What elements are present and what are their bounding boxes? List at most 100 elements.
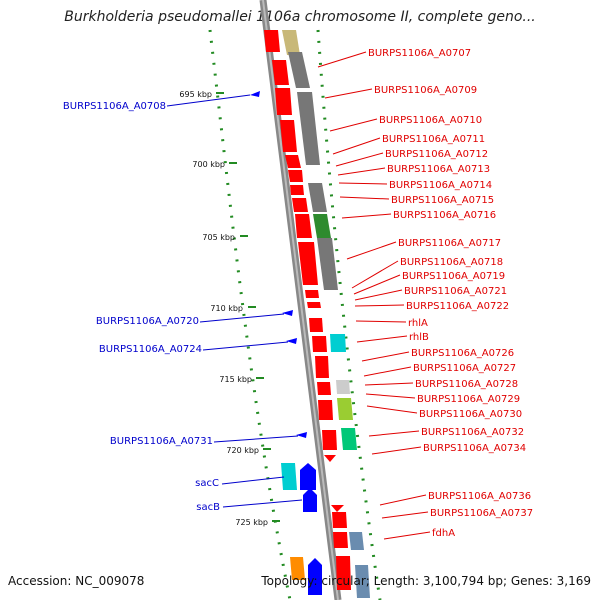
gene-label[interactable]: BURPS1106A_A0708: [63, 101, 166, 112]
gene-arrow: [250, 91, 260, 97]
feature-block: [281, 463, 297, 490]
left-leader-lines: [166, 94, 303, 508]
leader-line: [202, 341, 289, 351]
gene-label[interactable]: BURPS1106A_A0729: [417, 394, 520, 405]
right-leader-lines: [317, 51, 431, 540]
leader-line: [381, 511, 429, 519]
feature-block: [313, 214, 331, 238]
leader-line: [341, 213, 392, 219]
gene-arrow: [286, 338, 297, 344]
gene-label[interactable]: BURPS1106A_A0727: [413, 363, 516, 374]
gene-arrow: [307, 302, 321, 308]
gene-label[interactable]: BURPS1106A_A0713: [387, 164, 490, 175]
gene-label[interactable]: rhlB: [409, 332, 429, 343]
gene-arrow: [333, 532, 348, 548]
feature-block: [355, 565, 370, 598]
leader-line: [368, 430, 420, 437]
gene-label[interactable]: BURPS1106A_A0737: [430, 508, 533, 519]
leader-line: [337, 167, 386, 176]
gene-arrow: [312, 336, 327, 352]
gene-arrow: [285, 155, 301, 168]
feature-block: [317, 238, 338, 290]
gene-label[interactable]: fdhA: [432, 528, 455, 539]
gene-label[interactable]: BURPS1106A_A0736: [428, 491, 531, 502]
gene-arrow: [332, 512, 347, 528]
feature-block: [337, 398, 353, 420]
tick-label: 710 kbp: [210, 304, 243, 313]
gene-arrow: [282, 310, 293, 316]
gc-dots-outer-left: [208, 29, 292, 600]
gene-label[interactable]: BURPS1106A_A0731: [110, 436, 213, 447]
leader-line: [351, 260, 399, 289]
leader-line: [379, 494, 427, 506]
leader-line: [338, 182, 388, 185]
gene-arrow: [303, 488, 317, 512]
leader-line: [332, 137, 381, 155]
tick-label: 715 kbp: [219, 375, 252, 384]
gene-label[interactable]: BURPS1106A_A0728: [415, 379, 518, 390]
leader-line: [213, 435, 299, 443]
left-labels: BURPS1106A_A0708 BURPS1106A_A0720 BURPS1…: [63, 101, 220, 513]
leader-line: [329, 118, 378, 132]
gene-label[interactable]: BURPS1106A_A0715: [391, 195, 494, 206]
gene-label[interactable]: BURPS1106A_A0732: [421, 427, 524, 438]
accession-text: Accession: NC_009078: [8, 574, 145, 588]
gene-arrow: [272, 60, 289, 85]
gene-arrow: [275, 88, 292, 115]
gene-arrow: [300, 463, 316, 490]
leader-line: [383, 531, 431, 540]
leader-line: [371, 446, 422, 455]
leader-line: [324, 88, 373, 99]
leader-line: [361, 351, 410, 362]
gene-label[interactable]: sacB: [196, 502, 220, 513]
leader-line: [354, 289, 403, 301]
reverse-genes: [250, 91, 322, 595]
topology-summary: Topology: circular; Length: 3,100,794 bp…: [261, 574, 591, 588]
feature-block: [336, 380, 350, 394]
gene-label[interactable]: BURPS1106A_A0717: [398, 238, 501, 249]
gene-label[interactable]: BURPS1106A_A0720: [96, 316, 199, 327]
gene-label[interactable]: BURPS1106A_A0730: [419, 409, 522, 420]
leader-line: [355, 320, 407, 323]
gene-label[interactable]: BURPS1106A_A0718: [400, 257, 503, 268]
gene-label[interactable]: sacC: [195, 478, 219, 489]
gene-label[interactable]: BURPS1106A_A0712: [385, 149, 488, 160]
gene-label[interactable]: BURPS1106A_A0734: [423, 443, 526, 454]
gene-arrow: [336, 556, 351, 590]
gene-arrow: [280, 120, 297, 152]
gene-label[interactable]: BURPS1106A_A0719: [402, 271, 505, 282]
gene-arrow: [296, 432, 307, 438]
gene-label[interactable]: BURPS1106A_A0726: [411, 348, 514, 359]
gene-label[interactable]: BURPS1106A_A0709: [374, 85, 477, 96]
tick-label: 705 kbp: [202, 233, 235, 242]
leader-line: [366, 405, 418, 414]
leader-line: [346, 241, 397, 260]
gene-arrow: [295, 214, 312, 238]
feature-block: [349, 532, 364, 550]
map-title: Burkholderia pseudomallei 1106a chromoso…: [64, 9, 536, 25]
gene-label[interactable]: BURPS1106A_A0716: [393, 210, 496, 221]
gene-label[interactable]: rhlA: [408, 318, 428, 329]
feature-block: [308, 183, 327, 212]
gene-label[interactable]: BURPS1106A_A0721: [404, 286, 507, 297]
gene-arrow: [322, 430, 337, 450]
gene-label[interactable]: BURPS1106A_A0711: [382, 134, 485, 145]
gene-label[interactable]: BURPS1106A_A0710: [379, 115, 482, 126]
feature-block: [330, 334, 346, 352]
gene-arrow: [264, 30, 280, 52]
gene-label[interactable]: BURPS1106A_A0722: [406, 301, 509, 312]
gene-label[interactable]: BURPS1106A_A0714: [389, 180, 492, 191]
gene-arrow: [331, 505, 344, 512]
gene-arrow: [305, 290, 319, 298]
gene-label[interactable]: BURPS1106A_A0724: [99, 344, 202, 355]
feature-block: [282, 30, 300, 55]
right-labels: BURPS1106A_A0707 BURPS1106A_A0709 BURPS1…: [368, 48, 533, 539]
leader-line: [356, 335, 408, 343]
gene-arrow: [318, 400, 333, 420]
gene-arrow: [288, 170, 303, 182]
leader-line: [339, 196, 390, 200]
gene-arrow: [290, 185, 304, 195]
tick-label: 700 kbp: [192, 160, 225, 169]
gene-label[interactable]: BURPS1106A_A0707: [368, 48, 471, 59]
